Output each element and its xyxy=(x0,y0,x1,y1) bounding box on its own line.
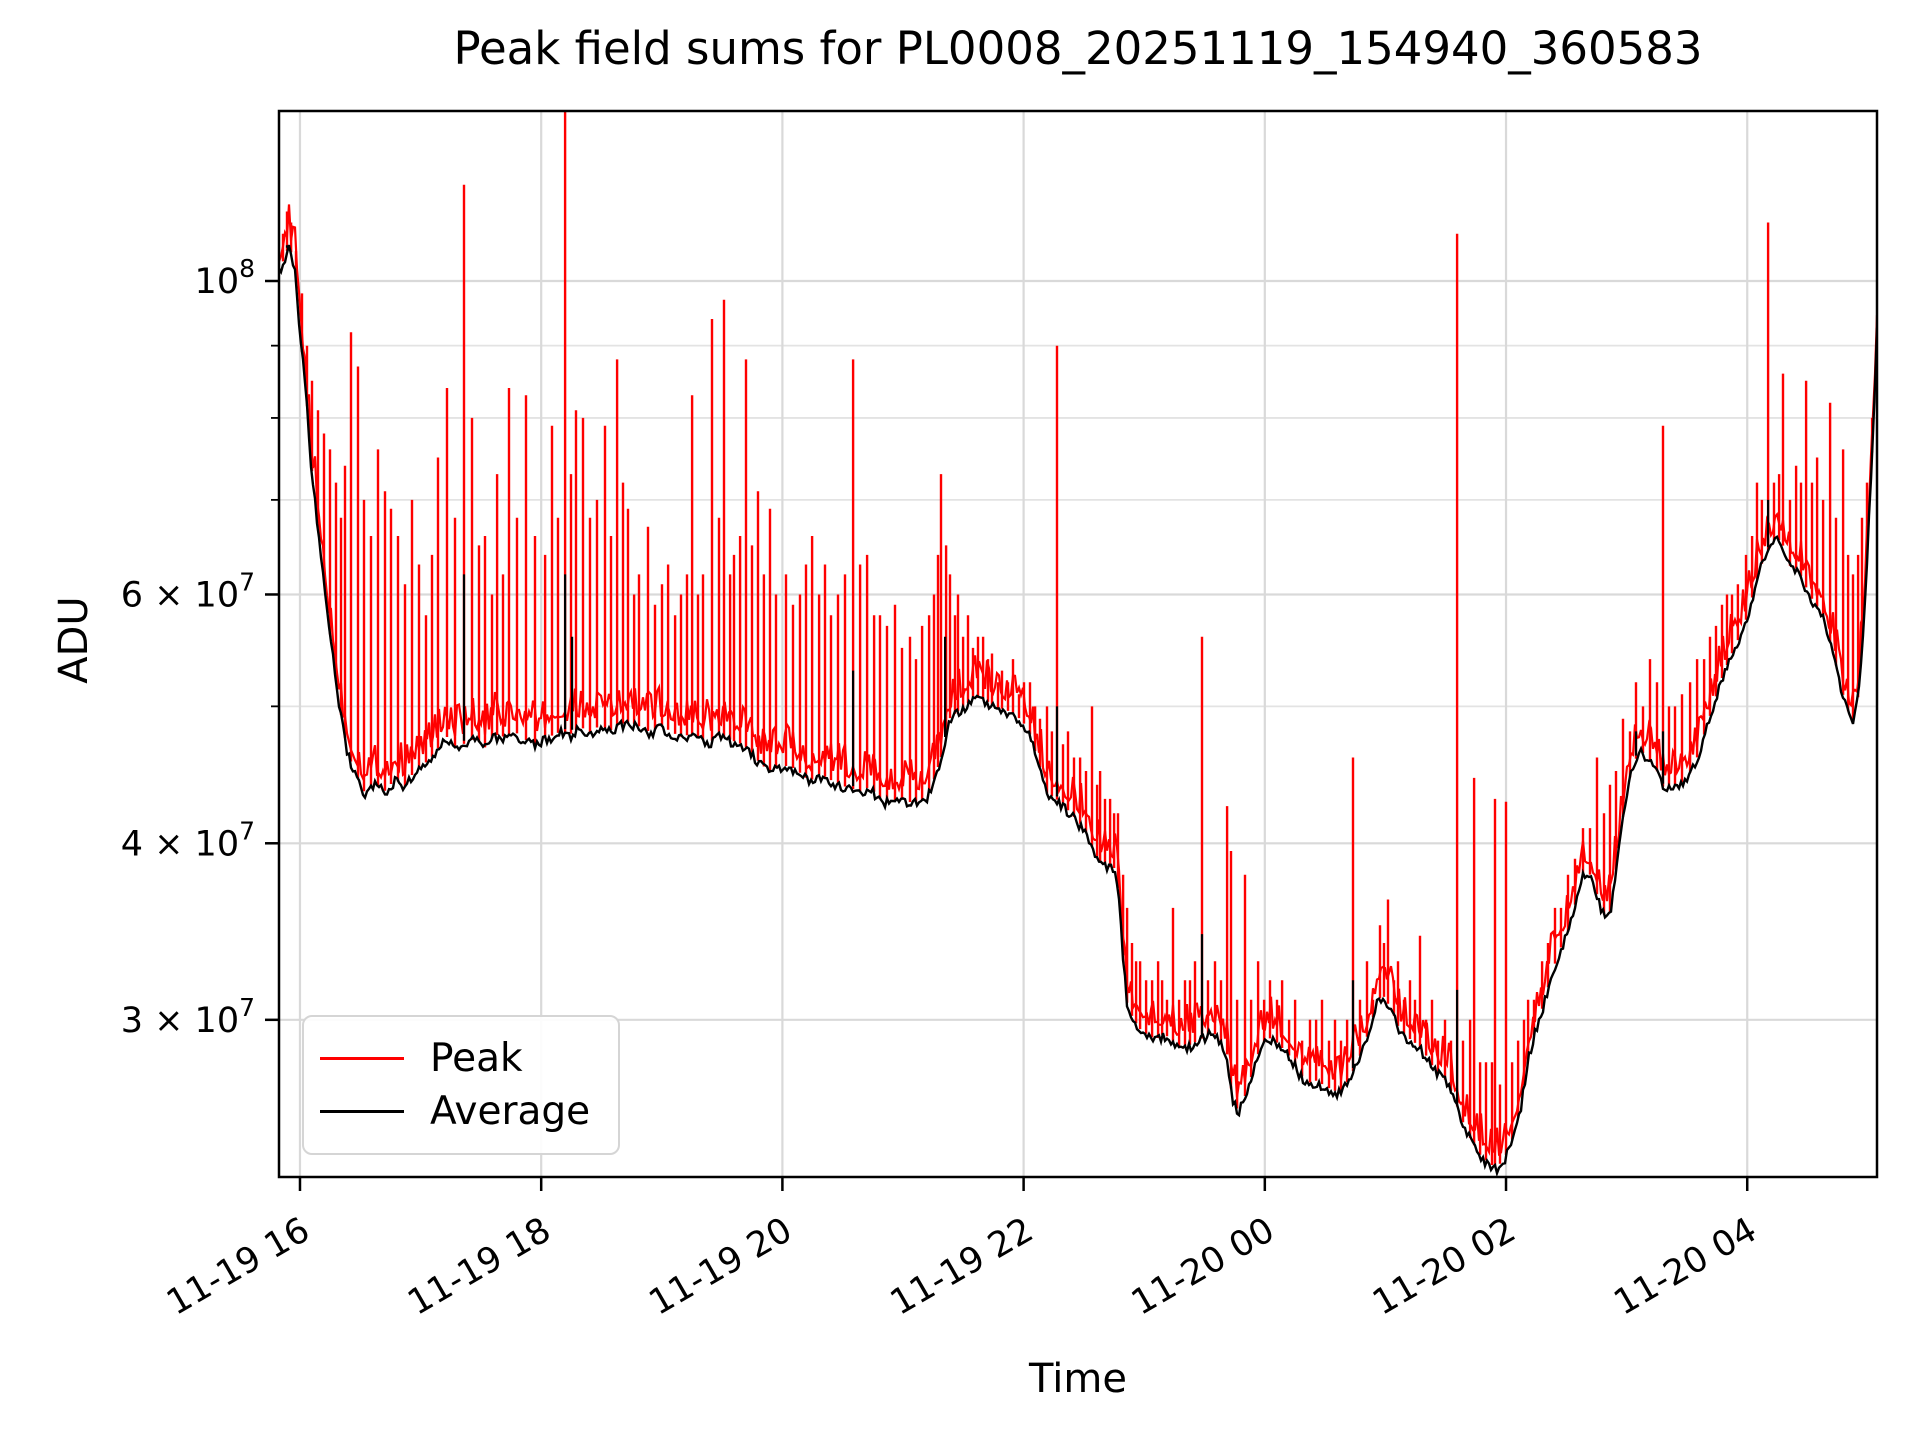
x-tick-label: 11-19 16 xyxy=(160,1210,316,1323)
x-axis-label: Time xyxy=(1029,1356,1127,1402)
peak-series-line xyxy=(279,204,1877,1157)
data-series xyxy=(279,111,1877,1177)
average-spikes xyxy=(285,245,1770,1104)
legend-label-average: Average xyxy=(430,1089,591,1134)
x-tick-label: 11-20 00 xyxy=(1125,1210,1281,1323)
y-axis-label: ADU xyxy=(51,596,97,684)
y-tick-label: 4 × 107 xyxy=(121,816,255,864)
x-tick-label: 11-19 22 xyxy=(884,1210,1040,1323)
x-tick-label: 11-20 04 xyxy=(1607,1210,1763,1323)
y-tick-label: 6 × 107 xyxy=(121,567,255,615)
axes-spines xyxy=(277,109,1879,1179)
y-tick-label: 3 × 107 xyxy=(121,993,255,1041)
legend-item-average: Average xyxy=(304,1092,618,1131)
x-tick-label: 11-20 02 xyxy=(1366,1210,1522,1323)
chart-title: Peak field sums for PL0008_20251119_1549… xyxy=(453,22,1703,75)
y-tick-label: 108 xyxy=(195,254,255,302)
peak-spikes xyxy=(281,111,1874,1167)
legend-label-peak: Peak xyxy=(430,1036,523,1081)
x-tick-label: 11-19 20 xyxy=(643,1210,799,1323)
average-line-swatch xyxy=(320,1110,404,1113)
average-series-line xyxy=(279,244,1877,1177)
axis-ticks: 108 6 × 107 4 × 107 3 × 107 11-19 16 11-19 18… xyxy=(121,254,1764,1323)
peak-line-swatch xyxy=(320,1057,404,1060)
x-tick-label: 11-19 18 xyxy=(401,1210,557,1323)
legend-item-peak: Peak xyxy=(304,1039,618,1078)
legend: Peak Average xyxy=(302,1015,620,1155)
